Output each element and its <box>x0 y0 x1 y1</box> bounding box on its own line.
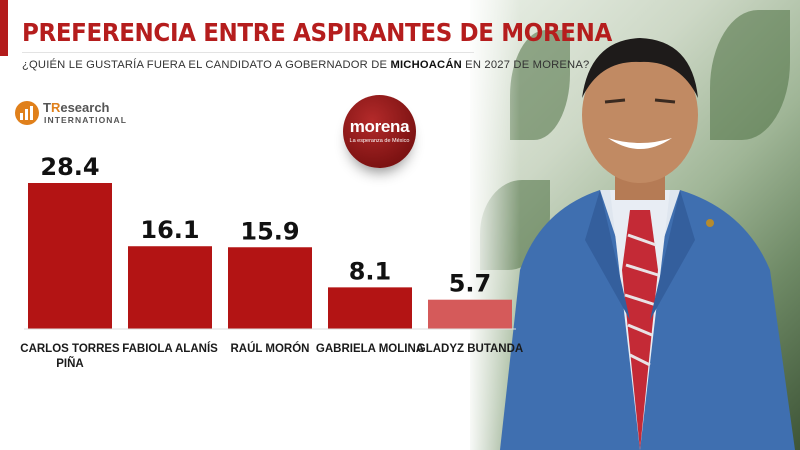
bar-value-label: 5.7 <box>449 270 492 298</box>
bar-5 <box>428 299 512 329</box>
category-label: FABIOLA ALANÍS <box>122 342 218 355</box>
brand-t: T <box>43 100 51 115</box>
brand-r: R <box>50 100 61 115</box>
category-label: CARLOS TORRES <box>20 343 120 355</box>
subtitle-text-end: EN 2027 DE MORENA? <box>461 59 590 71</box>
photo-fade <box>430 0 520 450</box>
title-divider <box>22 52 474 53</box>
category-label: RAÚL MORÓN <box>230 342 309 355</box>
bar-2 <box>128 246 212 329</box>
category-label: GLADYZ BUTANDA <box>417 343 523 355</box>
bar-chart: 28.4 CARLOS TORRES PIÑA 16.1 FABIOLA ALANÍS 1… <box>0 140 530 380</box>
bar-3 <box>228 247 312 329</box>
subtitle-highlight: MICHOACÁN <box>390 59 462 71</box>
morena-logo-name: morena <box>349 117 410 136</box>
category-label: PIÑA <box>56 357 83 370</box>
tresearch-subbrand: INTERNATIONAL <box>44 115 128 125</box>
bar-value-label: 8.1 <box>349 257 392 285</box>
category-label: GABRIELA MOLINA <box>316 343 424 355</box>
tresearch-logo: TResearch INTERNATIONAL <box>14 100 128 128</box>
page-subtitle: ¿QUIÉN LE GUSTARÍA FUERA EL CANDIDATO A … <box>22 59 589 71</box>
candidate-photo <box>500 38 795 450</box>
bar-value-label: 15.9 <box>240 217 299 245</box>
bar-chart-svg: 28.4 CARLOS TORRES PIÑA 16.1 FABIOLA ALANÍS 1… <box>20 153 523 370</box>
tresearch-logo-icon <box>15 101 39 125</box>
bar-value-label: 28.4 <box>40 153 99 181</box>
bar-value-label: 16.1 <box>140 216 199 244</box>
subtitle-text: ¿QUIÉN LE GUSTARÍA FUERA EL CANDIDATO A … <box>22 59 391 71</box>
tresearch-brand: TResearch <box>43 100 110 115</box>
bar-1 <box>28 183 112 329</box>
brand-rest: esearch <box>60 100 110 115</box>
morena-party-logo: morena La esperanza de México <box>343 95 416 168</box>
page-title: PREFERENCIA ENTRE ASPIRANTES DE MORENA <box>22 18 612 47</box>
morena-logo-tagline: La esperanza de México <box>349 138 410 144</box>
bar-4 <box>328 287 412 329</box>
title-accent-bar <box>0 0 8 56</box>
